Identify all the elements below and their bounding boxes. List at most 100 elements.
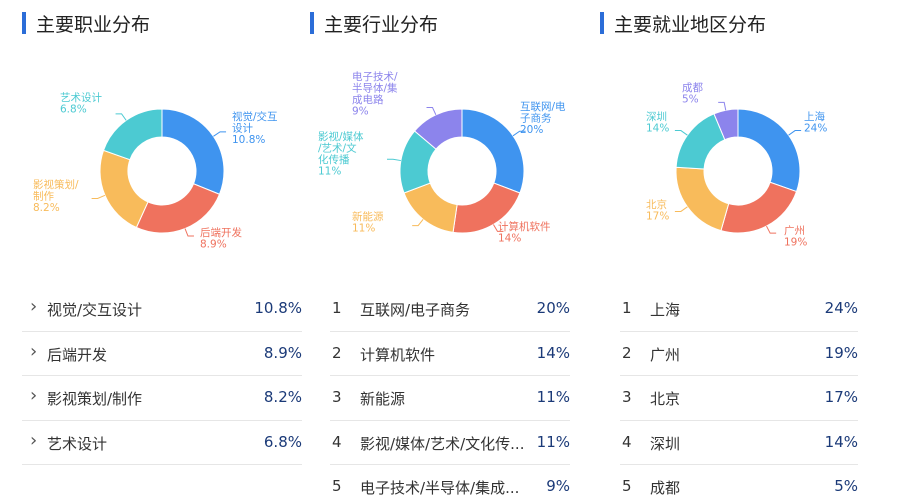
industry-panel: 主要行业分布 互联网/电子商务 20% 计算机软件 14% 新能源 11% 影视/媒体/艺术… <box>300 0 600 500</box>
row-divider <box>22 419 302 421</box>
list-item: 3 新能源 11% <box>330 376 570 420</box>
leader-line <box>788 130 802 136</box>
list-item-label: 后端开发 <box>47 345 108 364</box>
slice-data-label: 影视策划/制作 8.2% <box>33 178 79 214</box>
rank-number: 5 <box>332 477 342 495</box>
row-divider <box>330 375 570 376</box>
list-item-value: 11% <box>536 432 570 451</box>
rank-number: 1 <box>622 299 632 317</box>
title-accent-bar <box>310 12 314 34</box>
occupation-panel: 主要职业分布 视觉/交互设计 10.8% 后端开发 8.9% 影视策划/制作 8.2% 艺术… <box>0 0 302 500</box>
donut-slice <box>135 183 221 234</box>
list-item-value: 6.8% <box>263 432 302 451</box>
list-item[interactable]: › 艺术设计 6.8% <box>22 421 302 465</box>
chevron-right-icon: › <box>30 296 38 317</box>
slice-data-label: 计算机软件 14% <box>498 220 551 245</box>
region-donut-chart: 上海 24% 广州 19% 北京 17% 深圳 14% 成都 5% <box>646 82 827 249</box>
rank-number: 2 <box>622 343 632 362</box>
list-item-value: 8.2% <box>263 388 302 406</box>
leader-line <box>386 158 401 162</box>
list-item-label: 成都 <box>650 479 681 497</box>
rank-number: 5 <box>622 477 632 495</box>
leader-line <box>512 130 526 137</box>
list-item-label: 电子技术/半导体/集成... <box>360 479 520 497</box>
donut-slice <box>99 149 149 229</box>
list-item: 2 广州 19% <box>620 332 858 376</box>
row-divider <box>22 375 302 376</box>
leader-line <box>412 219 424 227</box>
region-panel: 主要就业地区分布 上海 24% 广州 19% 北京 17% 深圳 14% 成都 5% 1 上海 24%… <box>600 0 901 500</box>
panel-title: 主要行业分布 <box>324 14 439 36</box>
slice-data-label: 深圳 14% <box>646 111 669 135</box>
donut-slice <box>102 108 163 161</box>
panel-title: 主要就业地区分布 <box>614 14 767 36</box>
row-divider <box>620 375 858 376</box>
title-accent-bar <box>600 12 604 34</box>
list-item: 2 计算机软件 14% <box>330 332 570 376</box>
row-divider <box>330 464 570 465</box>
list-item: 1 上海 24% <box>620 287 858 331</box>
list-item-label: 深圳 <box>650 434 681 453</box>
list-item-label: 影视策划/制作 <box>47 390 143 408</box>
list-item-label: 新能源 <box>360 390 406 408</box>
leader-line <box>91 194 106 199</box>
leader-line <box>674 130 688 136</box>
leader-line <box>426 107 437 115</box>
rank-number: 3 <box>622 388 632 406</box>
row-divider <box>620 330 858 332</box>
list-item-value: 10.8% <box>254 299 302 317</box>
rank-number: 2 <box>332 343 342 362</box>
list-item-value: 8.9% <box>263 343 302 362</box>
list-item-label: 北京 <box>650 390 681 408</box>
leader-line <box>766 225 777 234</box>
list-item[interactable]: › 视觉/交互设计 10.8% <box>22 287 302 331</box>
list-item: 5 成都 5% <box>620 465 858 500</box>
list-item-value: 9% <box>546 477 570 495</box>
slice-data-label: 电子技术/半导体/集成电路 9% <box>352 70 398 118</box>
list-item: 5 电子技术/半导体/集成... 9% <box>330 465 570 500</box>
donut-slice <box>461 108 525 194</box>
list-item-value: 14% <box>536 343 570 362</box>
list-item-label: 视觉/交互设计 <box>47 301 143 319</box>
leader-line <box>493 224 504 232</box>
slice-data-label: 新能源 11% <box>352 210 384 235</box>
slice-data-label: 艺术设计 6.8% <box>60 91 102 116</box>
leader-line <box>674 206 688 212</box>
chevron-right-icon: › <box>30 429 38 451</box>
slice-data-label: 北京 17% <box>646 198 669 223</box>
donut-slice <box>413 108 463 150</box>
list-item-value: 19% <box>824 343 858 362</box>
list-item[interactable]: › 影视策划/制作 8.2% <box>22 376 302 420</box>
slice-data-label: 成都 5% <box>682 82 703 106</box>
title-accent-bar <box>22 12 26 34</box>
list-item-value: 17% <box>824 388 858 406</box>
slice-data-label: 互联网/电子商务 20% <box>520 100 566 136</box>
row-divider <box>620 464 858 465</box>
list-item-value: 24% <box>824 299 858 317</box>
row-divider <box>620 419 858 421</box>
leader-line <box>115 113 127 121</box>
list-item: 3 北京 17% <box>620 376 858 420</box>
list-item-label: 艺术设计 <box>47 434 108 453</box>
list-item-value: 14% <box>824 432 858 451</box>
list-item-value: 11% <box>536 388 570 406</box>
leader-line <box>184 228 194 237</box>
chevron-right-icon: › <box>30 385 38 406</box>
list-item-value: 5% <box>834 477 858 495</box>
list-item-label: 上海 <box>650 301 681 319</box>
leader-line <box>213 131 227 137</box>
list-item: 4 深圳 14% <box>620 421 858 465</box>
row-divider <box>22 464 302 465</box>
chevron-right-icon: › <box>30 340 38 362</box>
row-divider <box>330 419 570 421</box>
donut-slice <box>737 108 801 193</box>
leader-line <box>718 101 727 111</box>
list-item-label: 互联网/电子商务 <box>360 301 471 319</box>
slice-data-label: 视觉/交互设计 10.8% <box>232 110 278 146</box>
list-item: 1 互联网/电子商务 20% <box>330 287 570 331</box>
list-item-label: 影视/媒体/艺术/文化传... <box>360 434 525 453</box>
list-item[interactable]: › 后端开发 8.9% <box>22 332 302 376</box>
list-item: 4 影视/媒体/艺术/文化传... 11% <box>330 421 570 465</box>
slice-data-label: 影视/媒体/艺术/文化传播 11% <box>318 130 364 178</box>
list-item-label: 计算机软件 <box>360 345 436 364</box>
